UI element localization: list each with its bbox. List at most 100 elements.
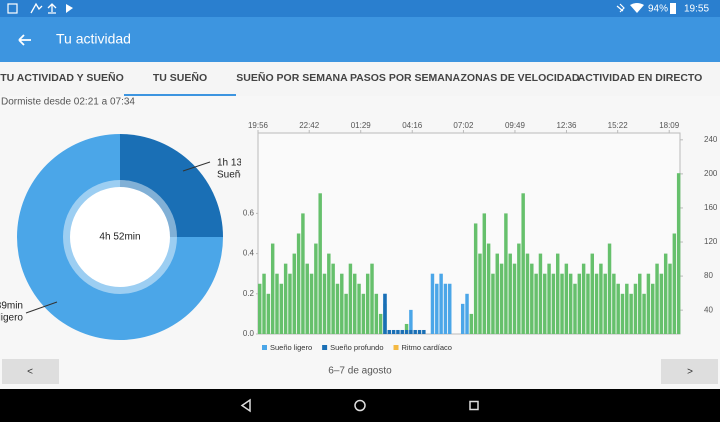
bar — [465, 293, 469, 334]
next-button-label[interactable]: > — [687, 367, 693, 378]
tab[interactable]: TU SUEÑO — [153, 71, 207, 84]
bar — [353, 273, 357, 334]
bar — [383, 293, 387, 334]
prev-button-label[interactable]: < — [27, 367, 33, 378]
bar — [258, 283, 262, 334]
nav-back[interactable] — [240, 398, 251, 413]
bar — [473, 223, 478, 334]
x-tick-label: 07:02 — [453, 121, 474, 130]
bar — [538, 253, 543, 334]
y-tick-label: 0.2 — [243, 289, 255, 298]
next-button[interactable] — [661, 359, 718, 384]
bar — [512, 263, 517, 334]
bar — [655, 263, 659, 334]
bar — [659, 273, 664, 334]
bar — [616, 283, 620, 334]
bar — [292, 253, 297, 334]
bar — [318, 193, 322, 334]
bar — [391, 329, 396, 334]
pie-leader-line — [25, 301, 58, 314]
bar — [594, 273, 599, 334]
x-tick-label: 22:42 — [299, 121, 320, 130]
back-button[interactable] — [18, 34, 31, 46]
app-bar — [0, 17, 720, 62]
bar — [629, 293, 633, 334]
legend-label: Ritmo cardíaco — [402, 343, 452, 352]
bar — [586, 273, 590, 334]
bar — [301, 213, 305, 334]
bar — [491, 273, 495, 334]
nav-home[interactable] — [354, 399, 366, 412]
legend-swatch — [262, 345, 267, 350]
status-icon — [30, 2, 43, 14]
bar — [504, 213, 508, 334]
bar — [357, 283, 361, 334]
y2-tick-label: 240 — [704, 135, 718, 144]
pie-chart: 4h 52min 1h 13minSueño profundo 3h 39minSu… — [0, 134, 289, 340]
pie-leader-line — [182, 161, 211, 172]
bar — [603, 273, 607, 334]
bar — [560, 273, 564, 334]
bar — [568, 273, 573, 334]
legend-label: Sueño ligero — [270, 343, 312, 352]
bar — [638, 273, 642, 334]
nav-recents[interactable] — [469, 400, 479, 411]
bar — [327, 253, 331, 334]
bar — [283, 263, 288, 334]
bar — [564, 263, 569, 334]
tab[interactable]: ZONAS DE VELOCIDAD — [460, 72, 579, 84]
bar — [296, 233, 301, 334]
tab[interactable]: ACTIVIDAD EN DIRECTO — [578, 72, 703, 84]
bar-chart: 19:56 22:42 01:29 04:16 07:02 09:49 12:36 15:22… — [243, 121, 718, 352]
bar — [439, 273, 443, 334]
tab[interactable]: SUEÑO POR SEMANA — [236, 71, 348, 84]
bar — [275, 273, 279, 334]
prev-button[interactable] — [2, 359, 59, 384]
bar — [482, 213, 487, 334]
wifi-icon — [630, 3, 644, 13]
bar — [642, 293, 646, 334]
x-tick-label: 01:29 — [351, 121, 372, 130]
bar — [270, 243, 275, 334]
bar — [435, 283, 439, 334]
tab[interactable]: PASOS POR SEMANA — [350, 72, 460, 84]
bar — [620, 293, 625, 334]
y2-tick-label: 200 — [704, 169, 718, 178]
pie-category-label: Sueño profundo — [217, 170, 289, 181]
bar — [478, 253, 482, 334]
bar — [521, 193, 525, 334]
bar — [551, 273, 556, 334]
bar — [378, 313, 383, 334]
bar — [344, 293, 348, 334]
bar — [547, 263, 551, 334]
system-nav-bar — [0, 389, 720, 422]
bar — [525, 253, 530, 334]
x-tick-label: 15:22 — [608, 121, 629, 130]
bar — [469, 313, 474, 334]
bar — [262, 273, 266, 334]
x-tick-label: 04:16 — [402, 121, 423, 130]
tab[interactable]: TU ACTIVIDAD Y SUEÑO — [0, 71, 124, 84]
y-tick-label: 0.4 — [243, 249, 255, 258]
bar — [577, 273, 582, 334]
bar — [365, 273, 370, 334]
date-range: 6–7 de agosto — [328, 366, 392, 377]
pie-value-label: 1h 13min — [217, 158, 258, 169]
bar — [340, 273, 344, 334]
bar — [607, 243, 612, 334]
y-tick-label: 0.0 — [243, 329, 255, 338]
bar — [266, 293, 271, 334]
battery-icon — [670, 3, 676, 14]
bar — [672, 233, 677, 334]
app-title: Tu actividad — [56, 31, 131, 47]
bar — [279, 283, 284, 334]
pie-center-label: 4h 52min — [99, 232, 140, 243]
bar — [499, 263, 504, 334]
y2-tick-label: 120 — [704, 237, 718, 246]
bar — [495, 253, 499, 334]
bar — [534, 273, 538, 334]
bar — [460, 303, 465, 334]
bar — [387, 329, 392, 334]
bar — [400, 329, 404, 334]
